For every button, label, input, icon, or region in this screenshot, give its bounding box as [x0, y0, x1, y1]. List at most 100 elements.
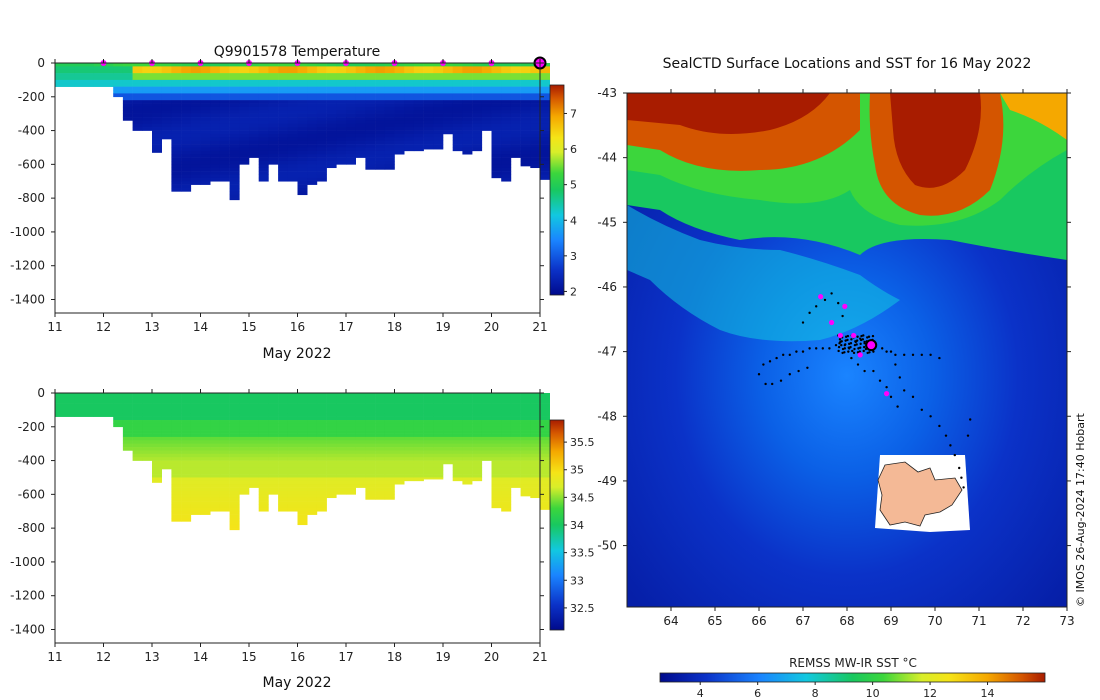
temperature-cell	[375, 157, 386, 162]
temperature-cell	[161, 66, 172, 71]
temperature-cell	[452, 117, 463, 121]
salinity-cell	[540, 450, 550, 455]
temperature-cell	[152, 69, 162, 74]
salinity-cell	[55, 409, 75, 414]
temperature-cell	[181, 100, 192, 104]
x-tick-label: 17	[338, 320, 353, 334]
salinity-cell	[326, 409, 337, 414]
salinity-cell	[239, 460, 250, 465]
salinity-cell	[171, 399, 182, 404]
salinity-cell	[249, 406, 259, 411]
salinity-cell	[394, 413, 405, 417]
temperature-cell	[394, 76, 405, 81]
y-tick-label: 0	[37, 56, 45, 70]
salinity-cell	[190, 403, 201, 407]
temperature-cell	[375, 103, 386, 108]
salinity-cell	[316, 467, 327, 472]
temperature-cell	[181, 160, 192, 165]
temperature-cell	[316, 86, 327, 91]
salinity-cell	[326, 413, 337, 417]
temperature-cell	[540, 177, 550, 180]
salinity-cell	[481, 453, 492, 458]
salinity-cell	[132, 436, 143, 441]
salinity-cell	[307, 430, 318, 434]
temperature-cell	[181, 66, 192, 71]
temperature-cell	[336, 160, 347, 165]
salinity-cell	[316, 406, 327, 411]
temperature-cell	[326, 103, 337, 108]
temperature-cell	[200, 147, 211, 152]
salinity-cell	[239, 484, 250, 488]
salinity-cell	[375, 443, 386, 448]
salinity-cell	[491, 426, 502, 431]
salinity-cell	[510, 440, 521, 444]
salinity-cell	[501, 480, 512, 485]
salinity-cell	[365, 436, 376, 441]
track-point	[920, 353, 923, 357]
salinity-cell	[365, 484, 376, 488]
temperature-cell	[278, 93, 289, 98]
salinity-cell	[161, 430, 172, 434]
salinity-cell	[520, 393, 531, 397]
salinity-cell	[413, 440, 424, 444]
salinity-cell	[452, 403, 463, 407]
salinity-cell	[404, 436, 415, 441]
salinity-cell	[297, 426, 308, 431]
temperature-cell	[229, 181, 240, 185]
salinity-cell	[346, 396, 356, 401]
temperature-cell	[510, 76, 521, 81]
salinity-cell	[181, 396, 192, 401]
salinity-cell	[210, 443, 221, 448]
salinity-cell	[258, 443, 269, 448]
temperature-cell	[404, 103, 415, 108]
salinity-cell	[249, 430, 259, 434]
track-point	[815, 347, 818, 350]
temperature-cell	[413, 110, 424, 114]
temperature-cell	[462, 127, 473, 131]
sst-field	[627, 93, 1067, 607]
temperature-cell	[219, 73, 230, 77]
temperature-cell	[307, 90, 318, 94]
temperature-cell	[249, 140, 259, 145]
temperature-cell	[181, 110, 192, 114]
temperature-cell	[307, 140, 318, 145]
temperature-cell	[355, 147, 366, 152]
daily-position	[818, 294, 824, 300]
temperature-cell	[404, 86, 415, 91]
salinity-cell	[229, 460, 240, 465]
temperature-cell	[278, 174, 289, 179]
temperature-cell	[530, 140, 541, 145]
salinity-cell	[181, 480, 192, 485]
temperature-cell	[200, 140, 211, 145]
temperature-cell	[171, 90, 182, 94]
temperature-cell	[365, 144, 376, 148]
salinity-cell	[462, 413, 473, 417]
salinity-cell	[530, 463, 541, 468]
temperature-cell	[210, 171, 221, 175]
salinity-cell	[472, 430, 483, 434]
salinity-cell	[297, 403, 308, 407]
salinity-cell	[501, 490, 512, 495]
salinity-cell	[540, 463, 550, 468]
temperature-cell	[355, 113, 366, 118]
salinity-cell	[404, 409, 415, 414]
temperature-cell	[258, 147, 269, 152]
salinity-cell	[501, 396, 512, 401]
temperature-cell	[316, 120, 327, 125]
temperature-cell	[413, 106, 424, 111]
track-point	[863, 369, 866, 373]
temperature-cell	[161, 137, 172, 140]
temperature-cell	[297, 76, 308, 81]
salinity-cell	[249, 413, 259, 417]
salinity-cell	[394, 474, 405, 478]
temperature-cell	[443, 110, 453, 114]
temperature-cell	[520, 90, 531, 94]
temperature-cell	[413, 76, 424, 81]
salinity-cell	[346, 403, 356, 407]
temperature-cell	[307, 93, 318, 98]
temperature-cell	[200, 154, 211, 158]
temperature-cell	[346, 140, 356, 145]
salinity-cell	[258, 504, 269, 509]
track-point	[881, 347, 884, 350]
salinity-cell	[355, 430, 366, 434]
